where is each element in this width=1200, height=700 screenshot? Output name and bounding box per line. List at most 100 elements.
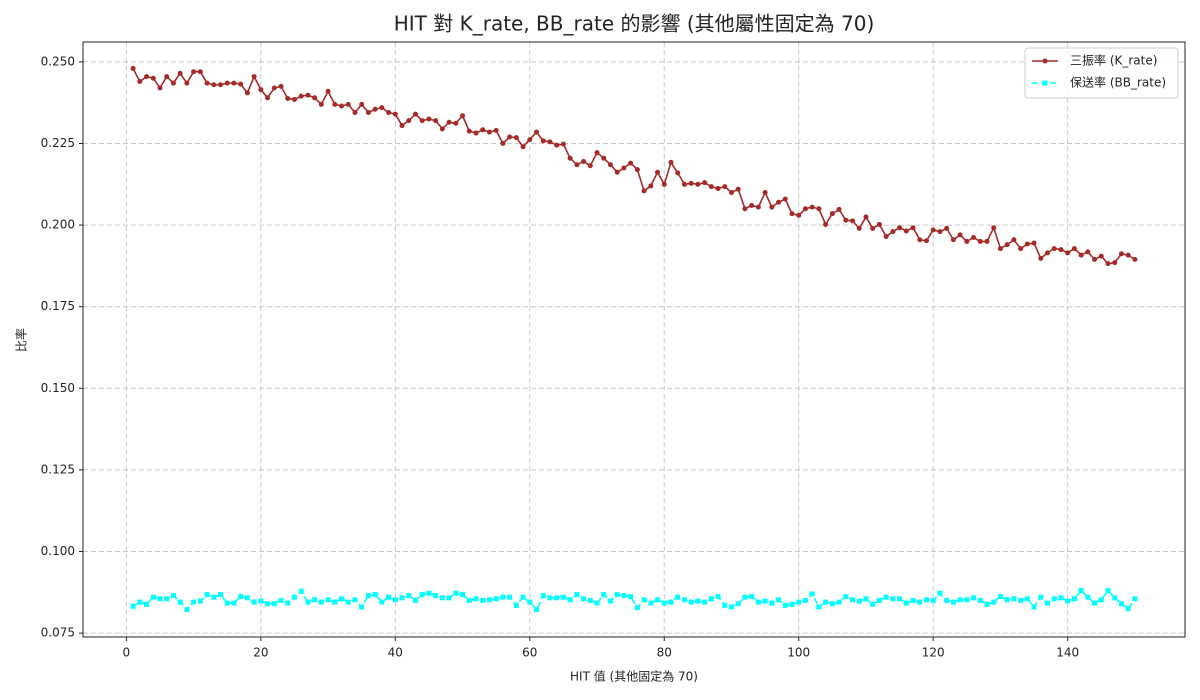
- marker: [1085, 594, 1091, 600]
- legend-box: [1024, 47, 1179, 99]
- marker: [540, 593, 546, 599]
- marker: [197, 69, 203, 75]
- marker: [157, 596, 163, 602]
- marker: [433, 593, 439, 599]
- marker: [850, 597, 856, 603]
- marker: [513, 602, 519, 608]
- marker: [372, 106, 378, 112]
- marker: [715, 186, 721, 192]
- marker: [890, 229, 896, 235]
- marker: [446, 119, 452, 125]
- marker: [325, 597, 331, 603]
- marker: [1018, 597, 1024, 603]
- marker: [217, 82, 223, 88]
- marker: [453, 590, 459, 596]
- marker: [150, 75, 156, 81]
- y-tick-label: 0.200: [41, 218, 75, 232]
- marker: [271, 601, 277, 607]
- marker: [728, 604, 734, 610]
- marker: [742, 206, 748, 212]
- marker: [500, 594, 506, 600]
- marker: [554, 142, 560, 148]
- marker: [386, 109, 392, 115]
- marker: [823, 221, 829, 227]
- marker: [910, 225, 916, 231]
- marker: [345, 101, 351, 107]
- marker: [628, 160, 634, 166]
- marker: [984, 238, 990, 244]
- marker: [607, 162, 613, 168]
- marker: [500, 141, 506, 147]
- marker: [197, 598, 203, 604]
- marker: [439, 126, 445, 132]
- marker: [856, 225, 862, 231]
- marker: [1092, 256, 1098, 262]
- marker: [621, 165, 627, 171]
- marker: [271, 85, 277, 91]
- marker: [224, 80, 230, 86]
- marker: [1125, 252, 1131, 258]
- marker: [1045, 250, 1051, 256]
- marker: [802, 206, 808, 212]
- marker: [574, 592, 580, 598]
- marker: [554, 595, 560, 601]
- marker: [520, 594, 526, 600]
- marker: [399, 595, 405, 601]
- marker: [581, 158, 587, 164]
- marker: [1118, 251, 1124, 257]
- marker: [446, 595, 452, 601]
- marker: [258, 598, 264, 604]
- marker: [621, 593, 627, 599]
- marker: [130, 603, 136, 609]
- marker: [238, 81, 244, 87]
- marker: [782, 196, 788, 202]
- marker: [392, 111, 398, 117]
- marker: [661, 600, 667, 606]
- marker: [923, 597, 929, 603]
- marker: [1051, 596, 1057, 602]
- x-tick-label: 120: [922, 646, 945, 660]
- marker: [648, 183, 654, 189]
- marker: [755, 599, 761, 605]
- marker: [944, 597, 950, 603]
- marker: [379, 599, 385, 605]
- marker: [776, 597, 782, 603]
- marker: [291, 594, 297, 600]
- marker: [809, 204, 815, 210]
- marker: [278, 597, 284, 603]
- marker: [251, 74, 257, 80]
- x-tick-label: 140: [1056, 646, 1079, 660]
- marker: [668, 599, 674, 605]
- marker: [829, 211, 835, 217]
- marker: [534, 129, 540, 135]
- marker: [957, 232, 963, 238]
- marker: [843, 594, 849, 600]
- marker: [1071, 246, 1077, 252]
- marker: [997, 246, 1003, 252]
- marker: [695, 598, 701, 604]
- marker: [157, 85, 163, 91]
- marker: [527, 137, 533, 143]
- marker: [1065, 598, 1071, 604]
- marker: [386, 594, 392, 600]
- marker: [164, 596, 170, 602]
- marker: [829, 601, 835, 607]
- marker: [191, 599, 197, 605]
- marker: [910, 597, 916, 603]
- marker: [641, 597, 647, 603]
- x-tick-label: 100: [787, 646, 810, 660]
- marker: [137, 78, 143, 84]
- marker: [399, 123, 405, 129]
- marker: [372, 592, 378, 598]
- marker: [856, 598, 862, 604]
- marker: [977, 597, 983, 603]
- marker: [722, 602, 728, 608]
- marker: [796, 212, 802, 218]
- marker: [581, 596, 587, 602]
- marker: [486, 597, 492, 603]
- marker: [426, 116, 432, 122]
- marker: [305, 92, 311, 98]
- marker: [419, 592, 425, 598]
- marker: [466, 597, 472, 603]
- x-tick-label: 40: [388, 646, 403, 660]
